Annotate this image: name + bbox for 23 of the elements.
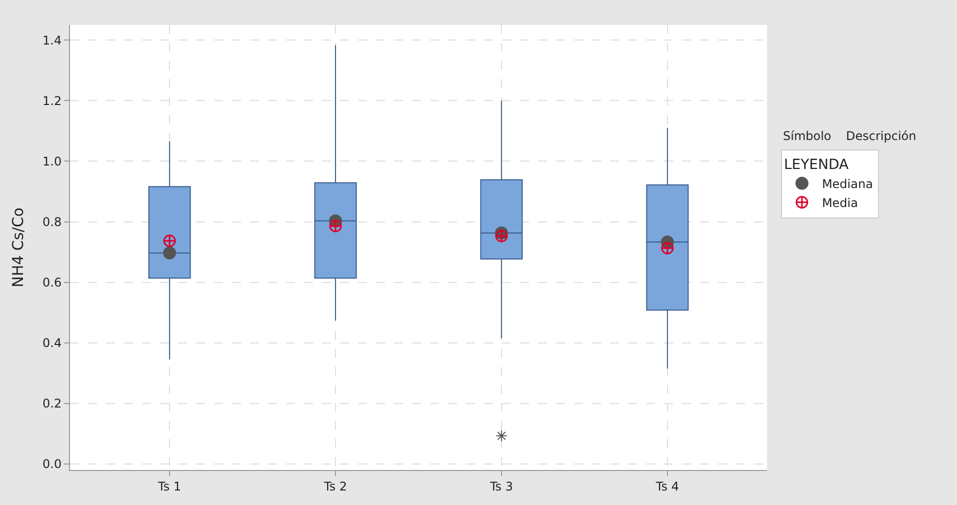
text: Símbolo [783,129,832,143]
y-tick-label: 0.4 [42,336,62,350]
legend-label: Mediana [822,176,873,191]
point [329,220,342,232]
point [661,242,674,254]
y-tick-label: 0.2 [42,396,62,411]
text: Descripción [846,129,916,143]
y-tick-label: 0.0 [42,457,62,472]
x-tick-label: Ts 2 [322,479,348,494]
y-tick-label: 1.2 [42,94,62,108]
legend-label: Media [822,196,858,210]
point [495,230,508,242]
y-tick-label: 1.0 [42,154,62,168]
y-tick-label: 1.4 [42,33,62,48]
legend-title: LEYENDA [784,156,849,173]
y-tick-label: 0.6 [42,276,62,290]
x-tick-label: Ts 1 [157,479,182,494]
y-axis-title: NH4 Cs/Co [8,208,27,288]
point [163,246,176,260]
x-tick-label: Ts 3 [488,479,514,494]
x-tick-label: Ts 4 [654,479,679,494]
y-tick-label: 0.8 [42,214,62,229]
point [163,234,176,248]
